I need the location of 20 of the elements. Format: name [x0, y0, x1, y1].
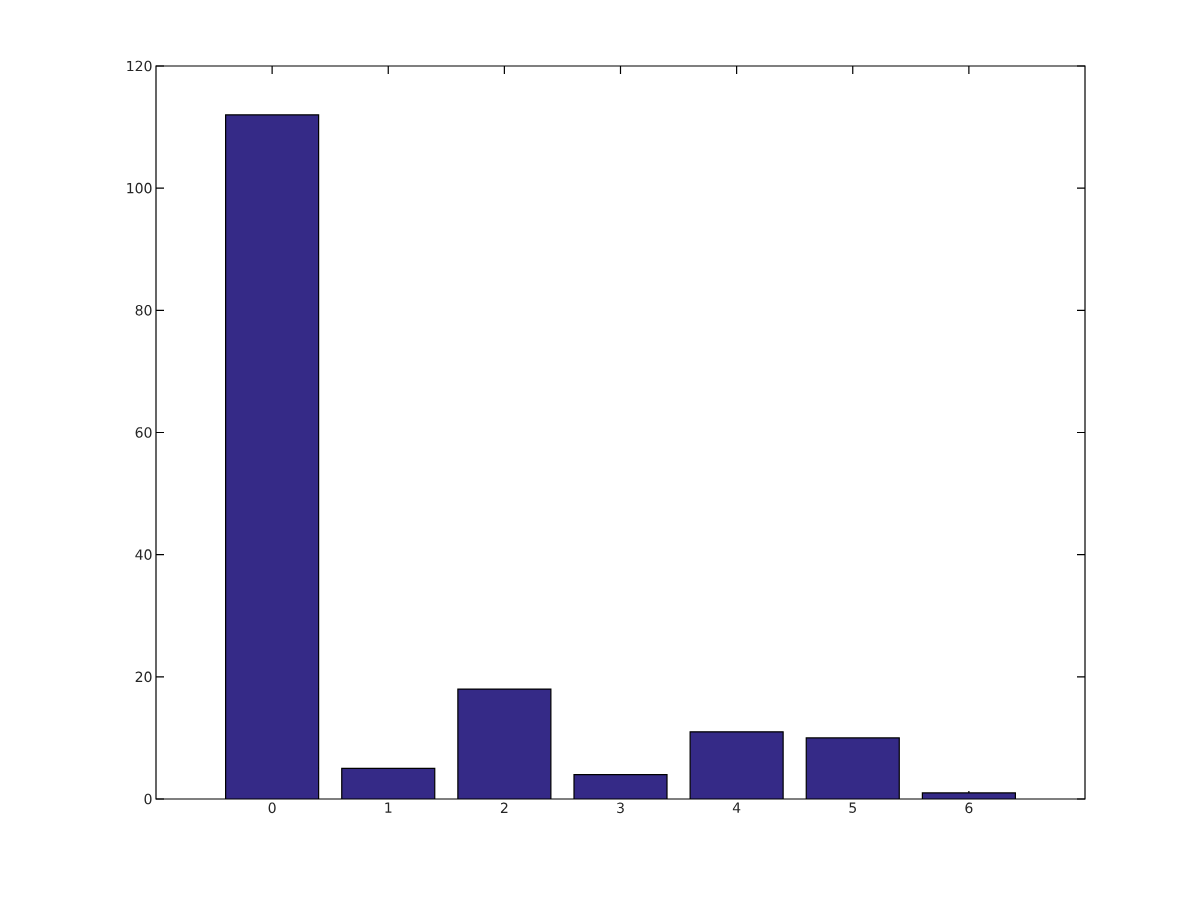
x-tick-label: 4 — [732, 802, 741, 813]
bar — [457, 689, 551, 799]
x-tick-label: 3 — [617, 802, 624, 814]
y-tick-label: 100 — [127, 182, 152, 194]
x-tick-label: 5 — [849, 802, 856, 813]
x-tick-label: 1 — [385, 802, 392, 813]
y-tick-label: 60 — [135, 427, 152, 438]
y-tick-label: 20 — [135, 671, 152, 683]
bar — [574, 774, 667, 799]
x-tick-label: 0 — [268, 802, 276, 814]
bar — [806, 737, 900, 799]
bar — [690, 731, 784, 799]
y-tick-label: 0 — [144, 793, 152, 805]
y-tick-label: 120 — [127, 60, 152, 72]
x-tick-label: 6 — [965, 802, 973, 814]
bar — [341, 768, 435, 799]
y-tick-label: 40 — [135, 549, 152, 560]
bar — [225, 114, 319, 799]
y-tick-label: 80 — [135, 305, 152, 316]
x-tick-label: 2 — [500, 802, 508, 813]
